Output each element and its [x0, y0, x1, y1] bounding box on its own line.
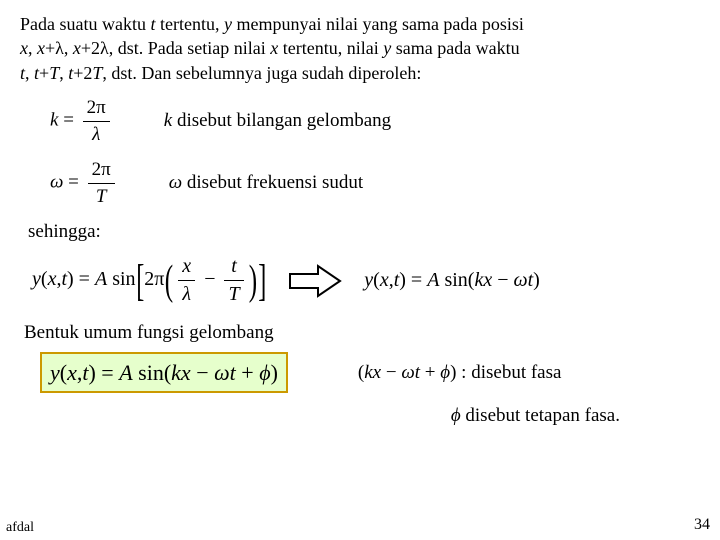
general-wave-equation-row: y(x,t) = A sin(kx − ωt + ϕ) (kx − ωt + ϕ… [40, 352, 700, 394]
text: ) : disebut fasa [450, 362, 561, 383]
numerator: 2π [83, 95, 110, 122]
text: , [25, 63, 34, 83]
intro-paragraph: Pada suatu waktu t tertentu, y mempunyai… [20, 12, 700, 85]
boxed-equation: y(x,t) = A sin(kx − ωt + ϕ) [40, 352, 288, 394]
plus: + [420, 362, 440, 383]
sin: sin [107, 268, 135, 290]
var-x: x [73, 38, 81, 58]
A: A [427, 269, 439, 291]
text: , [59, 63, 68, 83]
k-description: k disebut bilangan gelombang [164, 108, 391, 134]
equation-k: k = 2πλ k disebut bilangan gelombang [50, 95, 700, 147]
sin: sin( [133, 360, 172, 385]
omega-symbol: ω [50, 172, 63, 193]
text: mempunyai nilai yang sama pada posisi [232, 14, 524, 34]
phi: ϕ [440, 362, 450, 383]
general-form-label: Bentuk umum fungsi gelombang [24, 320, 700, 346]
equals: = [58, 109, 78, 130]
eq: ) = [399, 269, 427, 291]
wt: ωt [401, 362, 420, 383]
equals: = [63, 172, 83, 193]
A: A [95, 268, 107, 290]
x: x [67, 360, 77, 385]
text: disebut tetapan fasa. [461, 405, 620, 426]
text: + [39, 63, 49, 83]
x: x [380, 269, 389, 291]
wave-equation-derivation: y(x,t) = A sin[2π(xλ − tT)] y(x,t) = A s… [32, 253, 700, 308]
equation-omega: ω = 2πT ω disebut frekuensi sudut [50, 157, 700, 209]
paren: ( [373, 269, 380, 291]
plus: + [236, 360, 259, 385]
var-x: x [20, 38, 28, 58]
paren: ( [41, 268, 48, 290]
num: x [178, 253, 195, 281]
two-pi: 2π [144, 268, 164, 290]
footer-author: afdal [6, 520, 34, 536]
var-T: T [92, 63, 102, 83]
sin: sin( [439, 269, 474, 291]
arrow-icon [288, 264, 342, 298]
num: t [224, 253, 243, 281]
minus: − [191, 360, 214, 385]
wave-eq-left: y(x,t) = A sin[2π(xλ − tT)] [32, 253, 266, 308]
text: +λ, [45, 38, 73, 58]
wave-eq-right: y(x,t) = A sin(kx − ωt) [364, 267, 540, 294]
numerator: 2π [88, 157, 115, 184]
paren: ( [60, 360, 67, 385]
y: y [364, 269, 373, 291]
text: tertentu, [156, 14, 224, 34]
kx: kx [474, 269, 492, 291]
text: tertentu, nilai [278, 38, 383, 58]
denominator: T [88, 184, 115, 210]
minus: − [199, 268, 220, 290]
y: y [50, 360, 60, 385]
text: +2λ, dst. Pada setiap nilai [81, 38, 270, 58]
text: disebut bilangan gelombang [172, 110, 391, 131]
kx: kx [364, 362, 381, 383]
minus: − [492, 269, 513, 291]
omega-description: ω disebut frekuensi sudut [169, 170, 363, 196]
text: , [28, 38, 37, 58]
wt: ωt [214, 360, 236, 385]
kx: kx [171, 360, 191, 385]
var-y: y [224, 14, 232, 34]
eq: ) = [67, 268, 95, 290]
phi: ϕ [259, 360, 270, 385]
text: sama pada waktu [391, 38, 519, 58]
sehingga-label: sehingga: [28, 219, 700, 245]
den: T [224, 281, 243, 308]
text: disebut frekuensi sudut [182, 172, 363, 193]
text: Pada suatu waktu [20, 14, 150, 34]
paren: ) [533, 269, 540, 291]
phase-annotation: (kx − ωt + ϕ) : disebut fasa [358, 360, 562, 386]
y: y [32, 268, 41, 290]
omega-symbol: ω [169, 172, 182, 193]
A: A [119, 360, 132, 385]
var-T: T [49, 63, 59, 83]
var-x: x [37, 38, 45, 58]
minus: − [381, 362, 401, 383]
paren: ) [271, 360, 278, 385]
k-symbol: k [164, 110, 172, 131]
denominator: λ [83, 122, 110, 148]
page-number: 34 [694, 516, 710, 534]
text: +2 [73, 63, 92, 83]
phase-constant-label: ϕ disebut tetapan fasa. [20, 403, 700, 429]
phi: ϕ [451, 405, 461, 426]
wt: ωt [513, 269, 533, 291]
eq: ) = [88, 360, 119, 385]
den: λ [178, 281, 195, 308]
text: , dst. Dan sebelumnya juga sudah diperol… [102, 63, 421, 83]
